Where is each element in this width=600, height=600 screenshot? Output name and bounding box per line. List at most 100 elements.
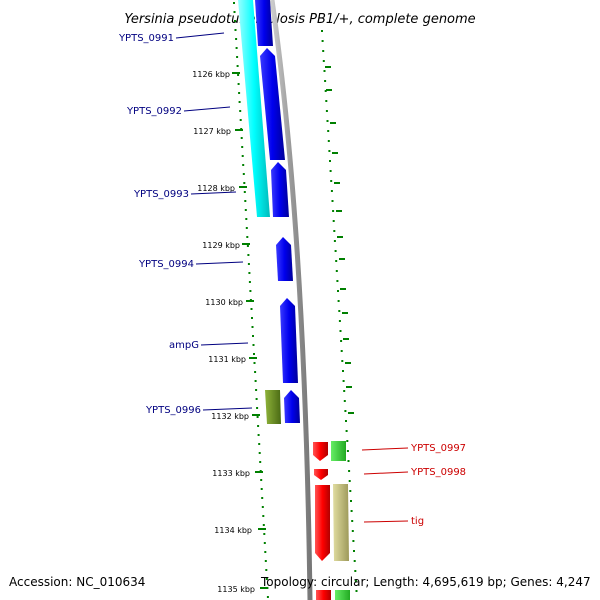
content-dash [339,258,345,260]
dot [236,56,239,58]
tick-label: 1134 kbp [214,526,252,535]
dot [257,425,260,427]
dot [341,360,344,362]
dot [335,270,338,272]
dot [256,416,259,418]
dot [343,400,346,402]
dot [338,310,341,312]
dot [260,479,263,481]
label-leader [200,342,249,346]
content-dash [343,338,349,340]
dot [350,510,353,512]
dot [328,150,331,152]
dot [242,173,245,175]
dot [333,240,336,242]
dot [352,540,355,542]
tick-label: 1127 kbp [193,127,231,136]
dot [343,390,346,392]
accession-text: Accession: NC_010634 [9,575,146,589]
label-ypts-0998: YPTS_0998 [410,467,466,478]
dot [240,137,243,139]
dot [255,389,258,391]
label-ypts-0993: YPTS_0993 [133,189,189,200]
dot [322,50,325,52]
dot [322,60,325,62]
content-dash [326,89,332,91]
label-leader [202,407,253,411]
tick-label: 1133 kbp [212,469,250,478]
dot [332,210,335,212]
label-tig: tig [411,516,424,527]
dot [235,47,238,49]
dot [248,272,251,274]
dot [340,350,343,352]
tick-label: 1129 kbp [202,241,240,250]
content-dash [348,412,354,414]
label-leader [361,447,409,451]
gene-ypts-0993 [271,162,289,217]
dot [251,326,254,328]
dot [344,410,347,412]
dot [337,300,340,302]
dot [258,452,261,454]
dot [348,480,351,482]
dot [254,380,257,382]
dot [256,407,259,409]
gene-ypts-0996 [284,390,300,423]
dot [265,569,268,571]
label-ypts-0997: YPTS_0997 [410,443,466,454]
content-dashes [325,66,354,414]
dot [248,281,251,283]
tick-label: 1132 kbp [211,412,249,421]
map-title: Yersinia pseudotuberculosis PB1/+, compl… [124,12,475,27]
dot [264,560,267,562]
dot [265,578,268,580]
dot [252,344,255,346]
dot [321,30,323,32]
dot [324,90,327,92]
dot [246,236,249,238]
dot [263,542,266,544]
dot [327,130,330,132]
dot [262,515,265,517]
dot [258,443,261,445]
content-dash [346,386,352,388]
content-dash [334,182,340,184]
dot [332,220,335,222]
label-leader [363,471,409,475]
dot [342,380,345,382]
content-dash [337,236,343,238]
dot [346,440,349,442]
dot [340,340,343,342]
dot [348,470,351,472]
label-ampg: ampG [169,340,199,351]
dot [246,245,249,247]
dot [330,190,333,192]
dot [259,461,262,463]
dot [354,580,357,582]
label-leader [195,261,244,265]
label-leader [190,191,237,195]
dot [247,254,250,256]
dot [261,497,264,499]
label-leader [363,520,409,523]
dot [245,227,248,229]
label-ypts-0994: YPTS_0994 [138,259,194,270]
olive-block [265,390,281,424]
content-dash [325,66,331,68]
forward-labels: YPTS_0991 YPTS_0992 YPTS_0993 YPTS_0994 … [118,32,253,416]
dot [337,290,339,292]
dot [238,92,241,94]
content-dash [332,152,338,154]
dot [266,596,269,598]
dot [262,524,265,526]
dot [263,533,266,535]
dot [354,570,357,572]
label-ypts-0992: YPTS_0992 [126,106,182,117]
dot [242,164,245,166]
dot [257,434,260,436]
dot [249,290,252,292]
dot [327,140,330,142]
dot [261,506,264,508]
